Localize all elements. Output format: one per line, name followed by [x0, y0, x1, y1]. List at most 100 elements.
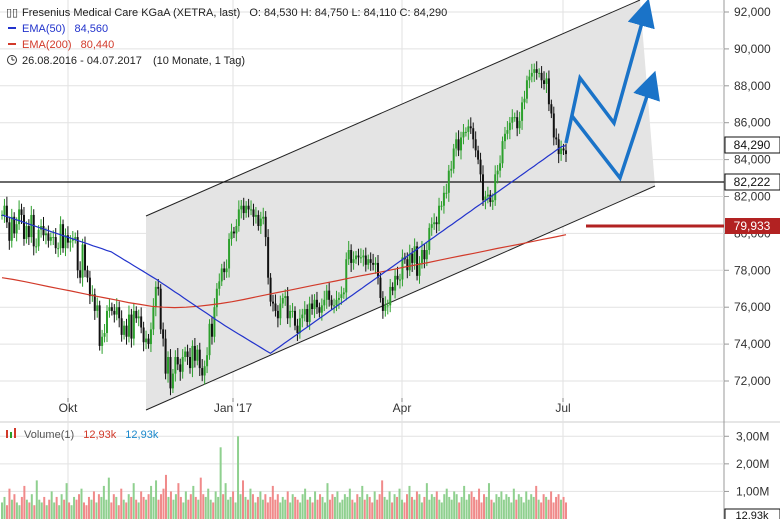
candle-body: [267, 237, 270, 278]
volume-bar: [162, 488, 165, 519]
volume-bar: [338, 502, 341, 519]
x-tick-label: Jan '17: [214, 401, 253, 415]
volume-bar: [68, 502, 71, 519]
volume-axis-ticks: 1,00M 2,00M 3,00M: [724, 429, 769, 498]
candle-body: [145, 338, 148, 343]
volume-bar: [562, 496, 565, 519]
candle-body: [274, 303, 277, 311]
date-range: 26.08.2016 - 04.07.2017: [22, 55, 142, 67]
volume-bar: [405, 494, 408, 519]
volume-bar: [38, 499, 41, 519]
candle-body: [96, 305, 99, 311]
candle-body: [254, 214, 257, 217]
volume-bar: [517, 494, 520, 519]
volume-bar: [321, 496, 324, 519]
volume-bar: [527, 499, 530, 519]
candle-body: [293, 310, 296, 326]
volume-bar: [353, 502, 356, 519]
volume-current-badge: 12,93k: [724, 508, 780, 519]
chart-icon: ▯▯: [6, 7, 18, 19]
candle-body: [442, 192, 445, 206]
volume-legend: Volume(1) 12,93k 12,93k: [6, 428, 159, 441]
candle-body: [318, 307, 321, 313]
candle-body: [447, 170, 450, 193]
volume-bar: [311, 502, 314, 519]
candle-body: [220, 268, 223, 282]
candle-body: [93, 294, 96, 311]
candle-body: [455, 139, 458, 149]
candle-body: [27, 226, 30, 238]
volume-bar: [85, 505, 88, 519]
candle-body: [174, 357, 177, 374]
candle-body: [350, 250, 353, 263]
volume-bar: [532, 496, 535, 519]
volume-bar: [227, 499, 230, 519]
volume-bar: [408, 485, 411, 519]
last-price-badge: 84,290: [724, 136, 780, 154]
candle-body: [489, 194, 492, 203]
candle-body: [3, 205, 6, 215]
candle-body: [18, 209, 21, 225]
volume-bar: [398, 488, 401, 519]
volume-bar: [1, 502, 3, 519]
ema200-label: EMA(200): [22, 39, 72, 51]
svg-text:Volume(1) 12,93k 1: Volume(1) 12,93k 12,93k: [24, 429, 159, 441]
volume-value-1: 12,93k: [83, 429, 117, 441]
candle-body: [289, 310, 292, 319]
volume-bar: [117, 505, 120, 519]
candle-body: [281, 297, 284, 304]
volume-bar: [70, 505, 73, 519]
volume-bar: [95, 502, 98, 519]
volume-bar: [150, 485, 153, 519]
candle-body: [32, 214, 35, 247]
volume-bar: [135, 499, 138, 519]
volume-bar: [63, 499, 66, 519]
candle-body: [565, 150, 567, 155]
candle-body: [235, 226, 238, 234]
volume-bar: [565, 502, 567, 519]
volume-bar: [202, 494, 205, 519]
candle-body: [218, 281, 221, 289]
candle-body: [5, 205, 8, 223]
candle-body: [499, 163, 502, 171]
volume-bar: [15, 502, 18, 519]
candle-body: [22, 214, 25, 239]
candle-body: [503, 133, 506, 142]
support-badge: 82,222: [724, 173, 780, 191]
candle-body: [103, 333, 106, 337]
volume-bar: [251, 494, 254, 519]
volume-bar: [326, 483, 329, 519]
svg-text:EMA(200) 80,440: EMA(200) 80,440: [22, 39, 114, 51]
candle-body: [401, 257, 404, 280]
candle-body: [347, 250, 350, 260]
candle-body: [286, 296, 289, 319]
candle-body: [452, 148, 455, 169]
candle-body: [413, 246, 416, 263]
legend: ▯▯ Fresenius Medical Care KGaA (XETRA, l…: [6, 7, 447, 67]
volume-bar: [125, 502, 128, 519]
y-tick-label: 82,000: [734, 190, 771, 204]
candle-body: [132, 310, 135, 339]
volume-bar: [346, 496, 349, 519]
candle-body: [250, 209, 253, 211]
candle-body: [57, 248, 60, 250]
volume-bar: [463, 485, 466, 519]
candle-body: [237, 209, 240, 227]
candle-body: [425, 250, 428, 260]
candle-body: [181, 357, 184, 372]
candle-body: [484, 196, 487, 201]
ema200-value: 80,440: [81, 39, 115, 51]
volume-bar: [110, 502, 113, 519]
candle-body: [533, 69, 536, 73]
candle-body: [252, 209, 255, 217]
candle-body: [140, 316, 143, 328]
candle-body: [528, 76, 531, 81]
candle-body: [474, 139, 477, 151]
candle-body: [547, 78, 550, 105]
candle-body: [47, 233, 50, 241]
volume-bar: [371, 502, 374, 519]
volume-bar: [10, 499, 13, 519]
candle-body: [518, 120, 521, 129]
ema200-swatch: [8, 43, 16, 45]
